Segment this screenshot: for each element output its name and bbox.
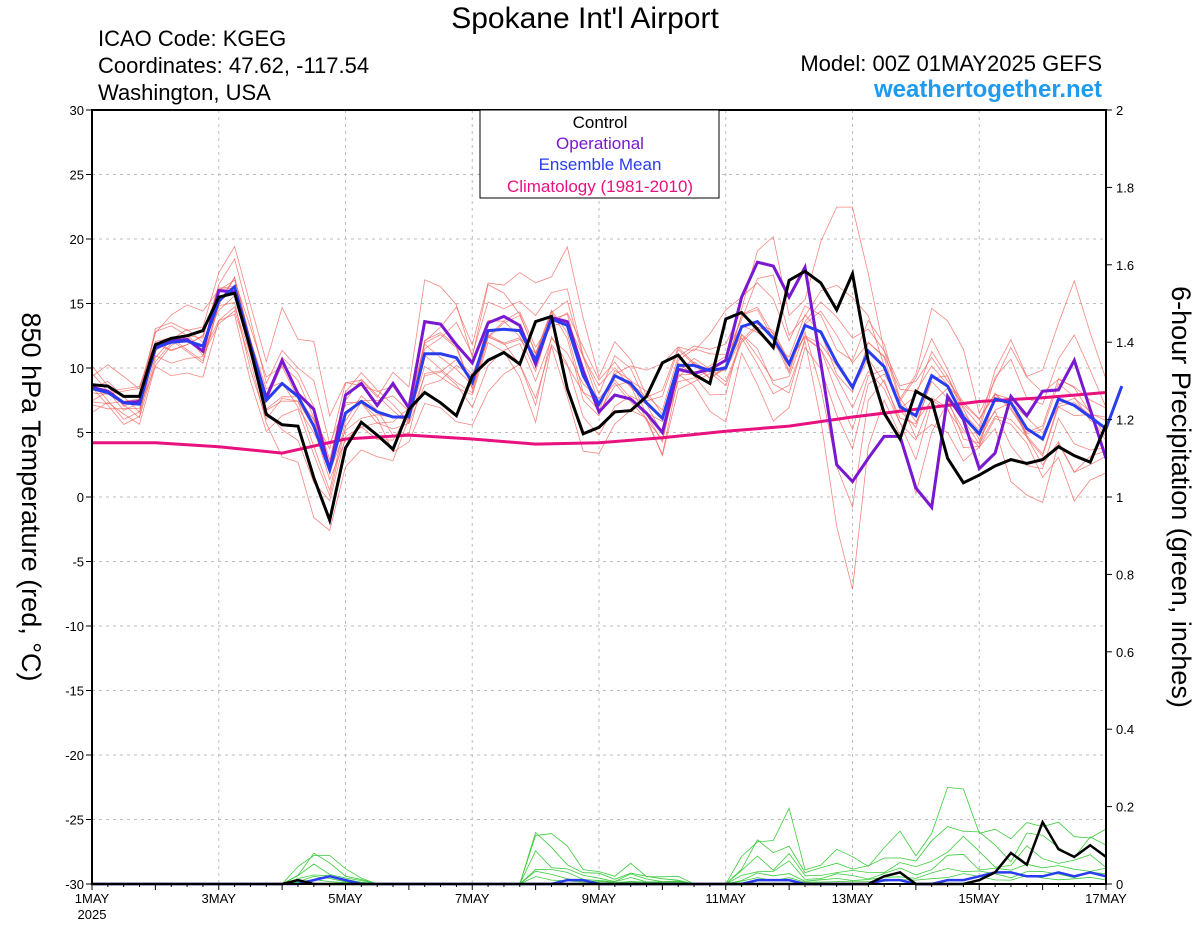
x-tick-label: 1MAY [75, 891, 110, 906]
x-tick-label: 15MAY [958, 891, 1000, 906]
legend-ensemble-mean: Ensemble Mean [539, 155, 662, 174]
y-left-tick-label: -25 [65, 813, 84, 828]
brand-link[interactable]: weathertogether.net [873, 76, 1102, 103]
y-left-tick-label: 20 [70, 232, 84, 247]
y-left-tick-label: 30 [70, 103, 84, 118]
y-left-tick-label: 0 [77, 490, 84, 505]
temp-member-line [91, 206, 1107, 427]
y-right-tick-label: 0.8 [1116, 567, 1134, 582]
x-tick-label: 17MAY [1085, 891, 1127, 906]
y-right-tick-label: 0.6 [1116, 645, 1134, 660]
x-tick-label: 11MAY [705, 891, 746, 906]
y-left-tick-label: -20 [65, 748, 84, 763]
series-lines [91, 260, 1124, 886]
y-left-tick-label: 10 [70, 361, 84, 376]
axis-ticks: 302520151050-5-10-15-20-25-3021.81.61.41… [65, 103, 1134, 922]
model-run: Model: 00Z 01MAY2025 GEFS [800, 51, 1102, 76]
x-tick-label: 7MAY [455, 891, 490, 906]
gridlines [91, 109, 1107, 885]
x-year-label: 2025 [78, 907, 107, 922]
legend-control: Control [573, 113, 628, 132]
y-right-tick-label: 2 [1116, 103, 1123, 118]
legend: Control Operational Ensemble Mean Climat… [479, 109, 720, 199]
x-tick-label: 3MAY [202, 891, 237, 906]
coordinates: Coordinates: 47.62, -117.54 [98, 53, 370, 78]
y-right-tick-label: 1 [1116, 490, 1123, 505]
y-right-tick-label: 0.4 [1116, 722, 1134, 737]
y-right-tick-label: 0 [1116, 877, 1123, 892]
y-left-tick-label: -10 [65, 619, 84, 634]
y-left-tick-label: -5 [72, 555, 84, 570]
y-left-tick-label: 25 [70, 168, 84, 183]
y-right-tick-label: 1.8 [1116, 180, 1134, 195]
y-left-axis-title: 850 hPa Temperature (red, °C) [16, 313, 46, 682]
legend-operational: Operational [556, 134, 644, 153]
chart-title: Spokane Int'l Airport [451, 2, 719, 35]
y-left-tick-label: 5 [77, 426, 84, 441]
x-tick-label: 5MAY [328, 891, 363, 906]
temp-member-line [91, 302, 1107, 492]
x-tick-label: 13MAY [832, 891, 874, 906]
y-right-tick-label: 1.6 [1116, 258, 1134, 273]
y-left-tick-label: -30 [65, 877, 84, 892]
temp-member-line [91, 257, 1107, 445]
climatology-line [92, 391, 1107, 455]
legend-climatology: Climatology (1981-2010) [507, 177, 693, 196]
y-right-tick-label: 0.2 [1116, 800, 1134, 815]
y-left-tick-label: -15 [65, 684, 84, 699]
location: Washington, USA [98, 80, 271, 105]
temp-ensemble-mean-line [91, 283, 1124, 475]
legend-box [479, 109, 720, 199]
x-tick-label: 9MAY [582, 891, 617, 906]
y-left-tick-label: 15 [70, 297, 84, 312]
icao-code: ICAO Code: KGEG [98, 26, 287, 51]
temp-control-line [91, 268, 1108, 526]
y-right-axis-title: 6-hour Precipitation (green, inches) [1166, 286, 1196, 708]
y-right-tick-label: 1.4 [1116, 335, 1134, 350]
y-right-tick-label: 1.2 [1116, 413, 1134, 428]
